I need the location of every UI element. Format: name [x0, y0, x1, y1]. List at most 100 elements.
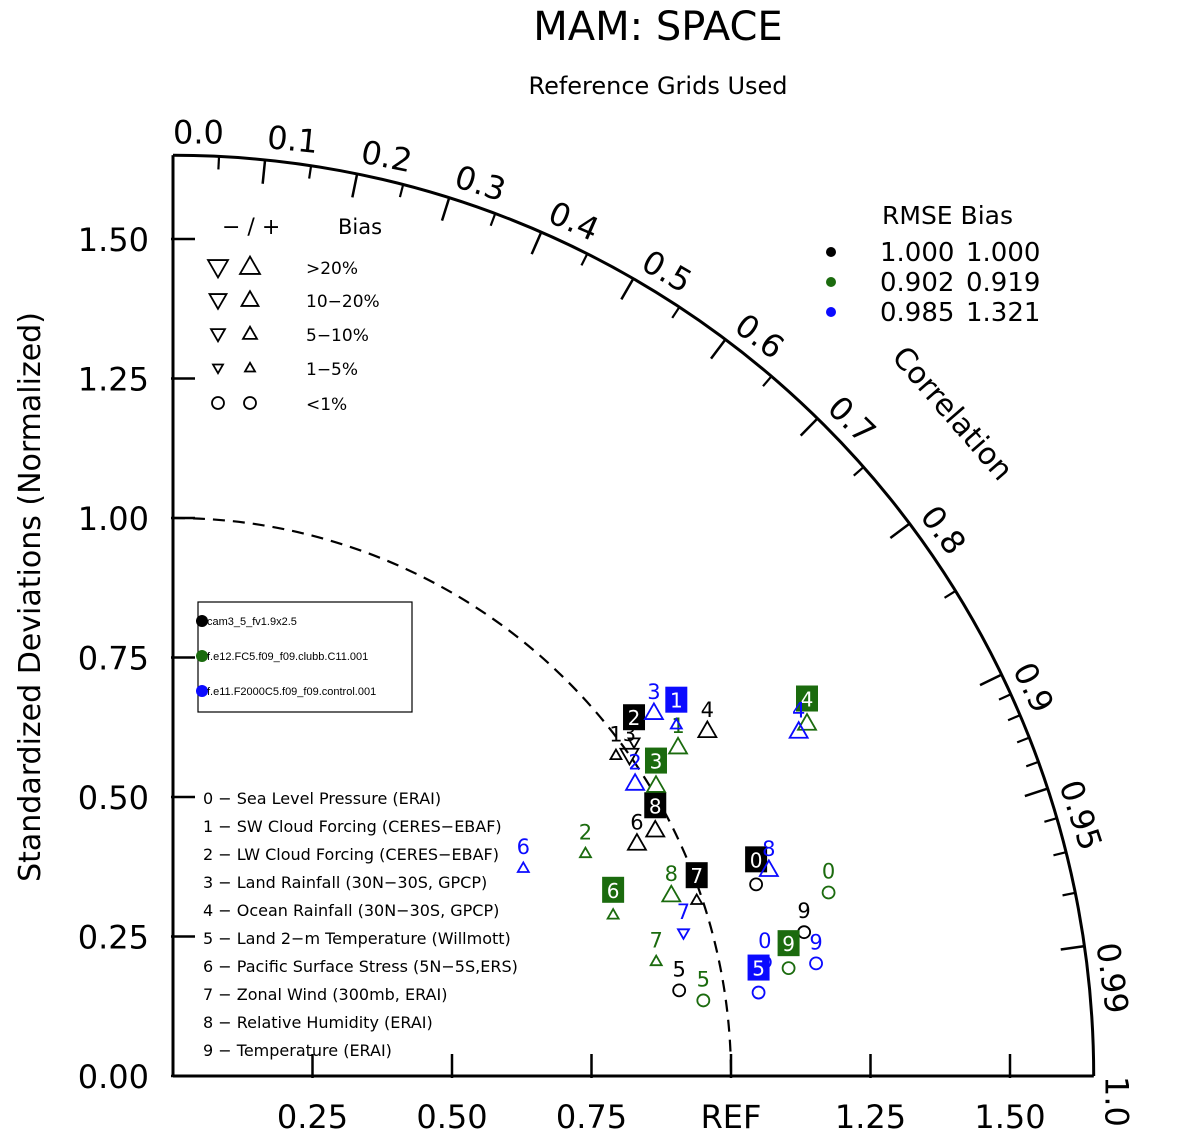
correlation-tick-label: 0.4	[543, 194, 605, 249]
variable-item-6: 6 − Pacific Surface Stress (5N−5S,ERS)	[203, 957, 518, 976]
case-legend-label-2: f.e11.F2000C5.f09_f09.control.001	[207, 686, 376, 698]
data-point-s2-3: 3	[643, 680, 665, 720]
bias-legend-sign-header: − / +	[222, 215, 280, 240]
axes: 0.000.250.500.751.001.251.500.25 0.50 0.75…	[78, 153, 1096, 1135]
data-point-symbol-s2-2	[624, 772, 646, 791]
summary-bias-1: 0.919	[966, 268, 1040, 298]
data-point-label-s0-5: 5	[672, 957, 685, 981]
y-tick-label: 0.50	[78, 779, 149, 817]
correlation-label: Correlation	[885, 340, 1020, 488]
bias-legend-row-4: <1%	[306, 395, 347, 415]
variable-item-1: 1 − SW Cloud Forcing (CERES−EBAF)	[203, 817, 502, 836]
data-point-label-s0-1: 1	[609, 722, 622, 746]
x-tick-label: 1.50	[974, 1098, 1045, 1135]
bias-legend-tri-up	[238, 254, 262, 275]
summary-dot-1	[826, 277, 836, 287]
data-point-s0-4: 4	[696, 698, 718, 739]
data-point-label-s0-9: 9	[797, 899, 810, 923]
data-point-box-s0-8	[644, 792, 667, 819]
bias-legend-row-1: 10−20%	[306, 292, 380, 312]
variable-item-3: 3 − Land Rainfall (30N−30S, GPCP)	[203, 873, 487, 892]
case-legend: cam3_5_fv1.9x2.5 f.e12.FC5.f09_f09.clubb…	[196, 601, 413, 713]
data-point-symbol-s1-1	[667, 735, 689, 755]
bias-legend-circle	[211, 396, 225, 410]
correlation-tick-label: 0.9	[1005, 656, 1061, 718]
data-point-box-s1-3	[644, 747, 667, 774]
bias-legend-bias-header: Bias	[338, 215, 382, 239]
correlation-tick-label: 0.7	[820, 388, 883, 451]
correlation-minor-tick	[398, 184, 405, 198]
data-point-label-s2-1: 1	[670, 689, 683, 713]
correlation-tick	[530, 231, 543, 255]
bias-legend-circle	[243, 396, 257, 410]
data-point-label-s1-1: 1	[671, 714, 684, 738]
data-point-s1-6: 6	[602, 876, 625, 920]
data-point-box-s0-7	[685, 862, 708, 889]
data-point-label-s2-9: 9	[809, 930, 822, 954]
data-point-symbol-s0-9	[797, 925, 811, 940]
data-point-s2-7: 7	[676, 900, 691, 941]
data-point-symbol-s0-1	[608, 747, 623, 761]
data-point-symbol-s2-7	[676, 928, 691, 941]
data-point-label-s0-3: 3	[623, 722, 636, 746]
correlation-minor-tick	[943, 590, 957, 599]
data-point-s1-0: 0	[821, 860, 836, 900]
y-tick-label: 0.00	[78, 1058, 149, 1096]
data-point-label-s0-7: 7	[690, 864, 703, 888]
data-point-label-s0-4: 4	[701, 698, 714, 722]
bias-legend-row-3: 1−5%	[306, 360, 358, 380]
data-point-s2-6: 6	[516, 835, 531, 873]
data-point-s2-8: 8	[758, 837, 780, 877]
data-point-box-s0-0	[745, 846, 768, 873]
data-point-s0-8: 8	[644, 792, 667, 838]
correlation-minor-tick	[853, 466, 865, 477]
summary-bias-0: 1.000	[966, 238, 1040, 268]
y-tick-label: 1.25	[78, 361, 149, 399]
data-point-label-s0-0: 0	[750, 848, 763, 872]
data-point-label-s1-4: 4	[801, 688, 814, 712]
data-point-label-s2-3: 3	[647, 680, 660, 704]
data-point-label-s2-5: 5	[752, 957, 765, 981]
data-point-symbol-s2-3	[643, 701, 665, 720]
data-point-symbol-s1-0	[821, 885, 836, 900]
correlation-tick-label: 0.99	[1088, 940, 1136, 1016]
correlation-minor-tick	[308, 165, 313, 179]
y-tick-label: 1.00	[78, 500, 149, 538]
data-point-symbol-s1-4	[796, 712, 818, 731]
data-point-label-s0-6: 6	[630, 810, 643, 834]
correlation-tick-label: 0.0	[173, 113, 224, 151]
data-point-s1-7: 7	[649, 928, 664, 967]
data-point-s0-3: 3	[618, 722, 640, 767]
chart-subtitle: Reference Grids Used	[528, 72, 787, 100]
reference-arc	[172, 516, 733, 1077]
case-legend-dot-2	[196, 685, 208, 697]
correlation-tick	[889, 522, 911, 539]
x-tick-label: 0.50	[416, 1098, 487, 1135]
summary-dot-2	[826, 307, 836, 317]
data-point-symbol-s0-3	[618, 747, 640, 767]
data-point-s1-1: 1	[667, 714, 689, 755]
correlation-tick-label: 0.5	[635, 242, 698, 300]
data-point-symbol-s0-2	[626, 737, 642, 750]
y-tick-label: 0.25	[78, 919, 149, 957]
data-point-label-s1-2: 2	[579, 820, 592, 844]
summary-rmse-0: 1.000	[880, 238, 954, 268]
data-point-label-s1-3: 3	[650, 750, 663, 774]
data-point-s1-8: 8	[660, 862, 682, 903]
data-point-label-s1-0: 0	[822, 860, 835, 884]
summary-rmse-2: 0.985	[880, 298, 954, 328]
correlation-tick	[261, 159, 267, 184]
data-point-symbol-s0-7	[689, 892, 704, 905]
correlation-minor-tick	[1016, 736, 1030, 744]
data-point-symbol-s2-9	[809, 956, 823, 971]
data-point-label-s2-4: 4	[792, 699, 805, 723]
data-point-s0-1: 1	[608, 722, 623, 761]
correlation-minor-tick	[998, 693, 1012, 701]
correlation-tick-label: 0.1	[265, 118, 319, 161]
correlation-tick-label: 0.8	[913, 498, 974, 562]
data-point-s1-5: 5	[696, 967, 711, 1008]
correlation-minor-tick	[762, 375, 773, 387]
correlation-tick	[440, 197, 451, 221]
data-point-box-s1-6	[602, 876, 625, 903]
data-point-s1-9: 9	[777, 930, 800, 976]
